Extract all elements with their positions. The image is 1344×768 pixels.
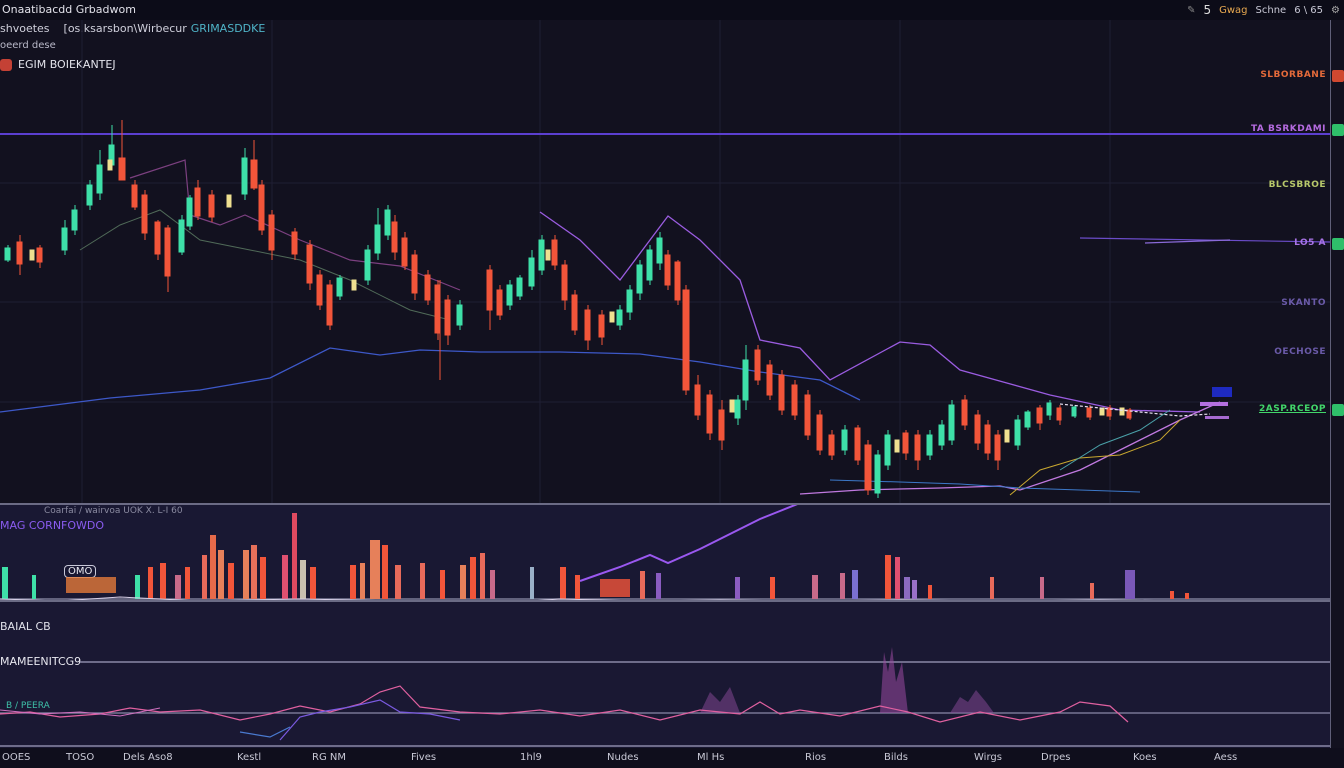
time-label-4: Kestl (237, 752, 262, 763)
scale-button[interactable]: Schne (1255, 4, 1287, 16)
volume-pane: Coarfai / wairvoa UOK X. L-I 60 MAG CORN… (0, 505, 1330, 601)
price-label-3: BLCSBROE (1268, 180, 1326, 190)
price-label-7: 2ASP.RCEOP (1258, 404, 1326, 414)
main-price-chart[interactable] (0, 20, 1330, 504)
price-tag-2 (1332, 124, 1344, 136)
app-title: Onaatibacdd Grbadwom (2, 3, 136, 16)
layout-button[interactable]: 6 \ 65 (1294, 4, 1324, 16)
indicator-pane: BAIAL CB MAMEENITCG9 B / PEERA (0, 602, 1330, 748)
time-label-13: Drpes (1041, 752, 1071, 763)
indicator-chart[interactable] (0, 602, 1330, 748)
symbol-name[interactable]: EGIM BOIEKANTEJ (18, 58, 116, 71)
price-tag-7 (1332, 404, 1344, 416)
info-item-2: [os.ksarsbon\Wirbecur (63, 22, 187, 35)
indicator-legend: B / PEERA (6, 701, 50, 711)
chart-info-row: shvoetes [os.ksarsbon\Wirbecur GRIMASDDK… (0, 22, 265, 35)
chart-meta: oeerd dese (0, 40, 56, 51)
price-label-6: OECHOSE (1274, 347, 1326, 357)
time-axis[interactable]: OOES TOSO Dels Aso8 Kestl RG NM Fives 1h… (0, 748, 1344, 768)
volume-pane-title: MAG CORNFOWDO (0, 519, 105, 532)
time-label-7: 1hl9 (520, 752, 542, 763)
time-label-2: TOSO (66, 752, 95, 763)
info-item-3[interactable]: GRIMASDDKE (190, 22, 266, 35)
volume-header: Coarfai / wairvoa UOK X. L-I 60 (44, 506, 183, 516)
interval-button[interactable]: Gwag (1219, 4, 1248, 16)
time-label-9: Ml Hs (697, 752, 725, 763)
time-label-8: Nudes (607, 752, 639, 763)
symbol-row[interactable]: EGIM BOIEKANTEJ (0, 58, 116, 71)
time-label-6: Fives (411, 752, 437, 763)
price-axis-scrollbar[interactable] (1330, 20, 1344, 748)
time-label-14: Koes (1133, 752, 1157, 763)
info-item-1: shvoetes (0, 22, 50, 35)
price-tag-4 (1332, 238, 1344, 250)
pane-divider-1[interactable] (0, 503, 1330, 505)
time-label-5: RG NM (312, 752, 346, 763)
indicator-pane-subtitle: BAIAL CB (0, 620, 51, 633)
volume-bars[interactable] (0, 505, 1330, 601)
time-label-11: Bilds (884, 752, 908, 763)
settings-icon[interactable]: ⚙ (1331, 4, 1340, 16)
top-bar: Onaatibacdd Grbadwom ✎ 5 Gwag Schne 6 \ … (0, 0, 1344, 20)
price-label-1: SLBORBANE (1260, 70, 1326, 80)
price-label-2: TA BSRKDAMI (1250, 124, 1326, 134)
pencil-icon[interactable]: ✎ (1187, 4, 1196, 16)
pane-divider-2[interactable] (0, 600, 1330, 602)
price-tag-1 (1332, 70, 1344, 82)
time-label-15: Aess (1214, 752, 1238, 763)
time-label-3: Dels Aso8 (123, 752, 173, 763)
time-label-1: OOES (2, 752, 31, 763)
top-right-controls: ✎ 5 Gwag Schne 6 \ 65 ⚙ (1187, 3, 1340, 17)
price-label-4: LO5 A (1294, 238, 1326, 248)
time-label-10: Rios (805, 752, 827, 763)
price-label-5: SKANTO (1281, 298, 1326, 308)
time-label-12: Wirgs (974, 752, 1002, 763)
timeframe-button[interactable]: 5 (1203, 3, 1212, 17)
indicator-pane-title: MAMEENITCG9 (0, 655, 82, 668)
symbol-logo-icon (0, 58, 12, 71)
